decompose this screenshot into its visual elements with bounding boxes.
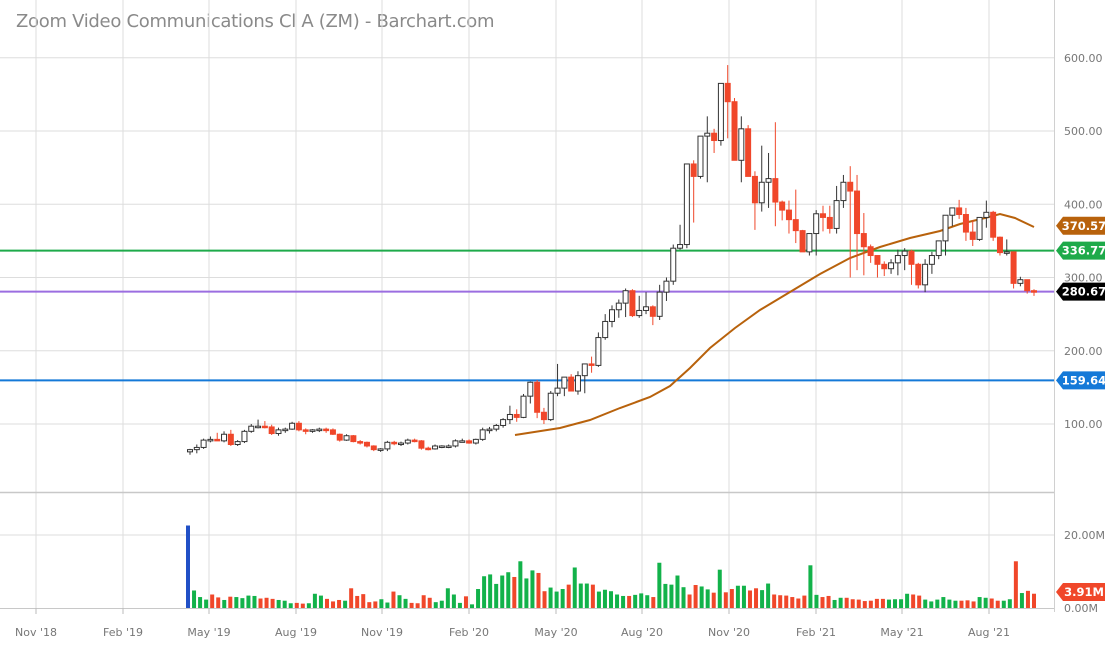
- horizontal-levels: [0, 249, 1054, 382]
- time-axis-label: Feb '21: [796, 626, 836, 639]
- last-price-tag: 280.67: [1056, 282, 1106, 301]
- axes: 600.00 500.00 400.00 300.00 200.00 100.00 20.0…: [15, 52, 1105, 639]
- gridlines: [0, 0, 1055, 612]
- svg-text:3.91M: 3.91M: [1064, 585, 1104, 599]
- green-level-tag: 336.77: [1056, 241, 1106, 260]
- price-axis-label: 200.00: [1064, 345, 1103, 358]
- volume-bars: [186, 525, 1036, 608]
- time-axis-label: Nov '18: [15, 626, 57, 639]
- candlesticks: [187, 65, 1037, 455]
- time-axis-label: Feb '20: [449, 626, 489, 639]
- time-axis-label: Aug '20: [621, 626, 663, 639]
- time-axis-label: Nov '19: [361, 626, 403, 639]
- volume-axis-label: 20.00M: [1064, 529, 1105, 542]
- price-tags: 370.57 336.77 280.67 159.64 3.91M: [1056, 216, 1106, 601]
- time-axis-label: Feb '19: [103, 626, 143, 639]
- time-axis-label: Nov '20: [708, 626, 750, 639]
- time-axis-label: May '20: [534, 626, 577, 639]
- time-axis-label: Aug '21: [968, 626, 1010, 639]
- chart-title: Zoom Video Communications Cl A (ZM) - Ba…: [16, 11, 495, 32]
- svg-text:336.77: 336.77: [1062, 244, 1106, 258]
- moving-average-line: [514, 212, 1035, 436]
- time-axis-label: May '21: [880, 626, 923, 639]
- volume-axis-label: 0.00M: [1064, 602, 1098, 615]
- svg-text:280.67: 280.67: [1062, 285, 1106, 299]
- price-axis-label: 100.00: [1064, 418, 1103, 431]
- sma-value-tag: 370.57: [1056, 216, 1106, 235]
- time-axis-label: Aug '19: [275, 626, 317, 639]
- price-axis-label: 300.00: [1064, 272, 1103, 285]
- blue-level-tag: 159.64: [1056, 371, 1106, 390]
- volume-value-tag: 3.91M: [1056, 583, 1105, 601]
- price-axis-label: 400.00: [1064, 198, 1103, 211]
- time-axis-label: May '19: [187, 626, 230, 639]
- price-axis-label: 500.00: [1064, 125, 1103, 138]
- svg-text:370.57: 370.57: [1062, 219, 1106, 233]
- svg-text:159.64: 159.64: [1062, 373, 1106, 387]
- price-axis-label: 600.00: [1064, 52, 1103, 65]
